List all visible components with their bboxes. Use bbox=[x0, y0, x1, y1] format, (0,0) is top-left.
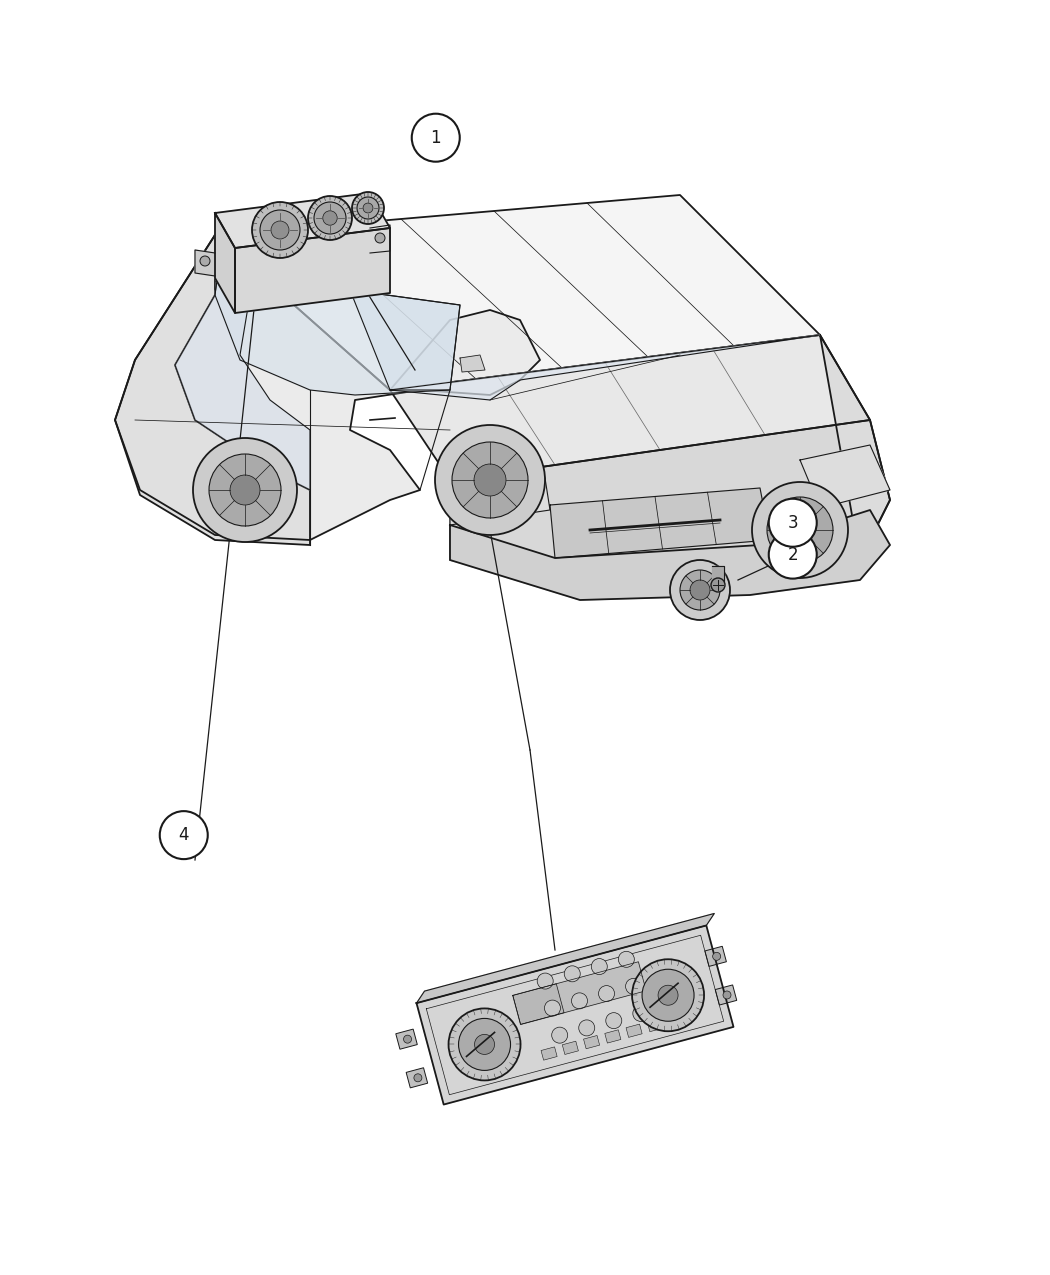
Circle shape bbox=[551, 1028, 568, 1043]
Polygon shape bbox=[417, 913, 714, 1003]
Circle shape bbox=[606, 1012, 622, 1029]
Text: 4: 4 bbox=[178, 826, 189, 844]
Polygon shape bbox=[116, 235, 540, 541]
Polygon shape bbox=[235, 228, 390, 312]
Bar bbox=[626, 1024, 643, 1038]
Bar bbox=[396, 1029, 417, 1049]
Polygon shape bbox=[712, 566, 724, 581]
Polygon shape bbox=[175, 255, 310, 490]
Bar bbox=[715, 984, 737, 1005]
Polygon shape bbox=[512, 961, 646, 1024]
Polygon shape bbox=[417, 926, 734, 1104]
Circle shape bbox=[452, 442, 528, 518]
Circle shape bbox=[690, 580, 710, 601]
Polygon shape bbox=[488, 1043, 508, 1048]
Circle shape bbox=[459, 1019, 510, 1071]
Circle shape bbox=[412, 113, 460, 162]
Polygon shape bbox=[390, 335, 870, 479]
Circle shape bbox=[632, 959, 705, 1031]
Circle shape bbox=[448, 1009, 521, 1080]
Circle shape bbox=[752, 482, 848, 578]
Bar bbox=[647, 1019, 664, 1031]
Circle shape bbox=[633, 1006, 649, 1021]
Circle shape bbox=[711, 578, 724, 592]
Circle shape bbox=[642, 969, 694, 1021]
Circle shape bbox=[474, 464, 506, 496]
Polygon shape bbox=[195, 250, 215, 275]
Text: 1: 1 bbox=[430, 129, 441, 147]
Circle shape bbox=[363, 203, 373, 213]
Circle shape bbox=[670, 560, 730, 620]
Circle shape bbox=[314, 201, 346, 235]
Circle shape bbox=[564, 965, 581, 982]
Polygon shape bbox=[450, 419, 890, 580]
Circle shape bbox=[766, 497, 833, 564]
Polygon shape bbox=[820, 335, 890, 560]
Bar bbox=[541, 1047, 558, 1060]
Polygon shape bbox=[800, 445, 890, 507]
Polygon shape bbox=[512, 984, 564, 1024]
Circle shape bbox=[680, 570, 720, 609]
Circle shape bbox=[200, 256, 210, 266]
Circle shape bbox=[352, 193, 384, 224]
Circle shape bbox=[193, 439, 297, 542]
Circle shape bbox=[598, 986, 614, 1002]
Circle shape bbox=[414, 1074, 422, 1081]
Circle shape bbox=[713, 952, 720, 960]
Circle shape bbox=[160, 811, 208, 859]
Polygon shape bbox=[215, 195, 820, 390]
Circle shape bbox=[545, 1000, 561, 1016]
Circle shape bbox=[538, 973, 553, 989]
Circle shape bbox=[209, 454, 281, 527]
Polygon shape bbox=[450, 478, 550, 525]
Polygon shape bbox=[350, 289, 460, 390]
Text: 2: 2 bbox=[788, 546, 798, 564]
Bar bbox=[605, 1030, 621, 1043]
Circle shape bbox=[375, 233, 385, 244]
Polygon shape bbox=[390, 335, 820, 400]
Circle shape bbox=[308, 196, 352, 240]
Polygon shape bbox=[460, 354, 485, 372]
Circle shape bbox=[591, 959, 607, 974]
Circle shape bbox=[271, 221, 289, 238]
Circle shape bbox=[618, 951, 634, 968]
Text: 3: 3 bbox=[788, 514, 798, 532]
Circle shape bbox=[571, 993, 588, 1009]
Circle shape bbox=[786, 516, 814, 544]
Polygon shape bbox=[215, 193, 390, 249]
Circle shape bbox=[322, 210, 337, 226]
Polygon shape bbox=[116, 235, 310, 544]
Circle shape bbox=[769, 530, 817, 579]
Circle shape bbox=[579, 1020, 594, 1035]
Polygon shape bbox=[550, 488, 770, 558]
Circle shape bbox=[626, 978, 642, 995]
Circle shape bbox=[658, 986, 678, 1005]
Circle shape bbox=[435, 425, 545, 536]
Polygon shape bbox=[215, 255, 460, 395]
Bar bbox=[406, 1067, 427, 1088]
Circle shape bbox=[252, 201, 308, 258]
Circle shape bbox=[260, 210, 300, 250]
Bar bbox=[563, 1042, 579, 1054]
Circle shape bbox=[475, 1034, 495, 1054]
Circle shape bbox=[769, 499, 817, 547]
Circle shape bbox=[723, 991, 731, 1000]
Polygon shape bbox=[370, 224, 390, 252]
Circle shape bbox=[357, 198, 379, 219]
Bar bbox=[584, 1035, 600, 1049]
Polygon shape bbox=[450, 510, 890, 601]
Polygon shape bbox=[215, 213, 235, 312]
Circle shape bbox=[403, 1035, 412, 1043]
Circle shape bbox=[230, 476, 260, 505]
Bar bbox=[705, 946, 727, 966]
